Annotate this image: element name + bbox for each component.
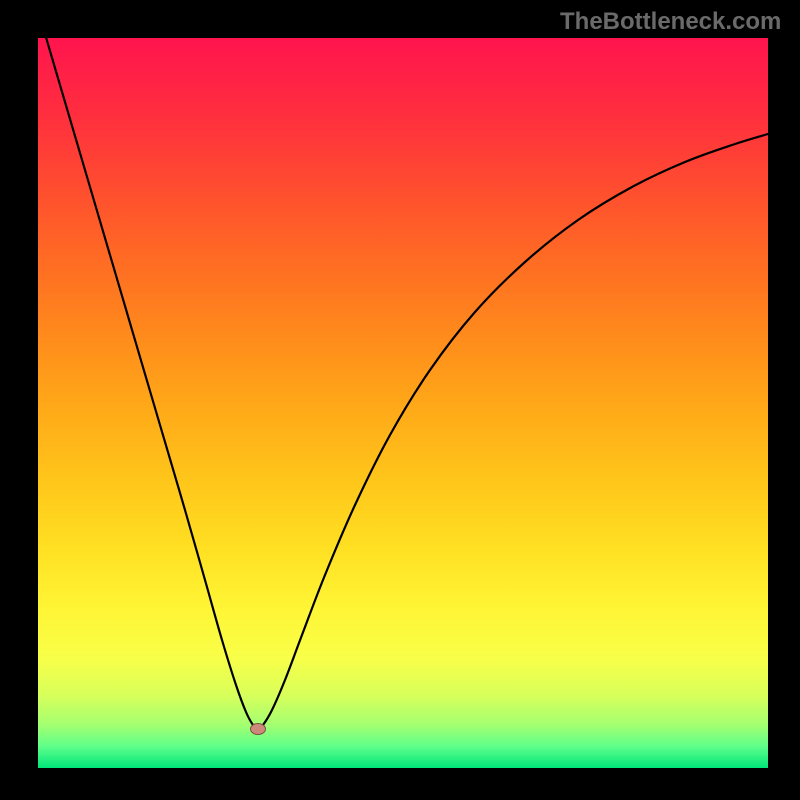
plot-area	[38, 38, 768, 768]
curve-layer	[38, 38, 768, 768]
bottleneck-curve	[38, 38, 768, 729]
watermark-text: TheBottleneck.com	[560, 8, 781, 36]
minimum-marker	[250, 723, 266, 735]
